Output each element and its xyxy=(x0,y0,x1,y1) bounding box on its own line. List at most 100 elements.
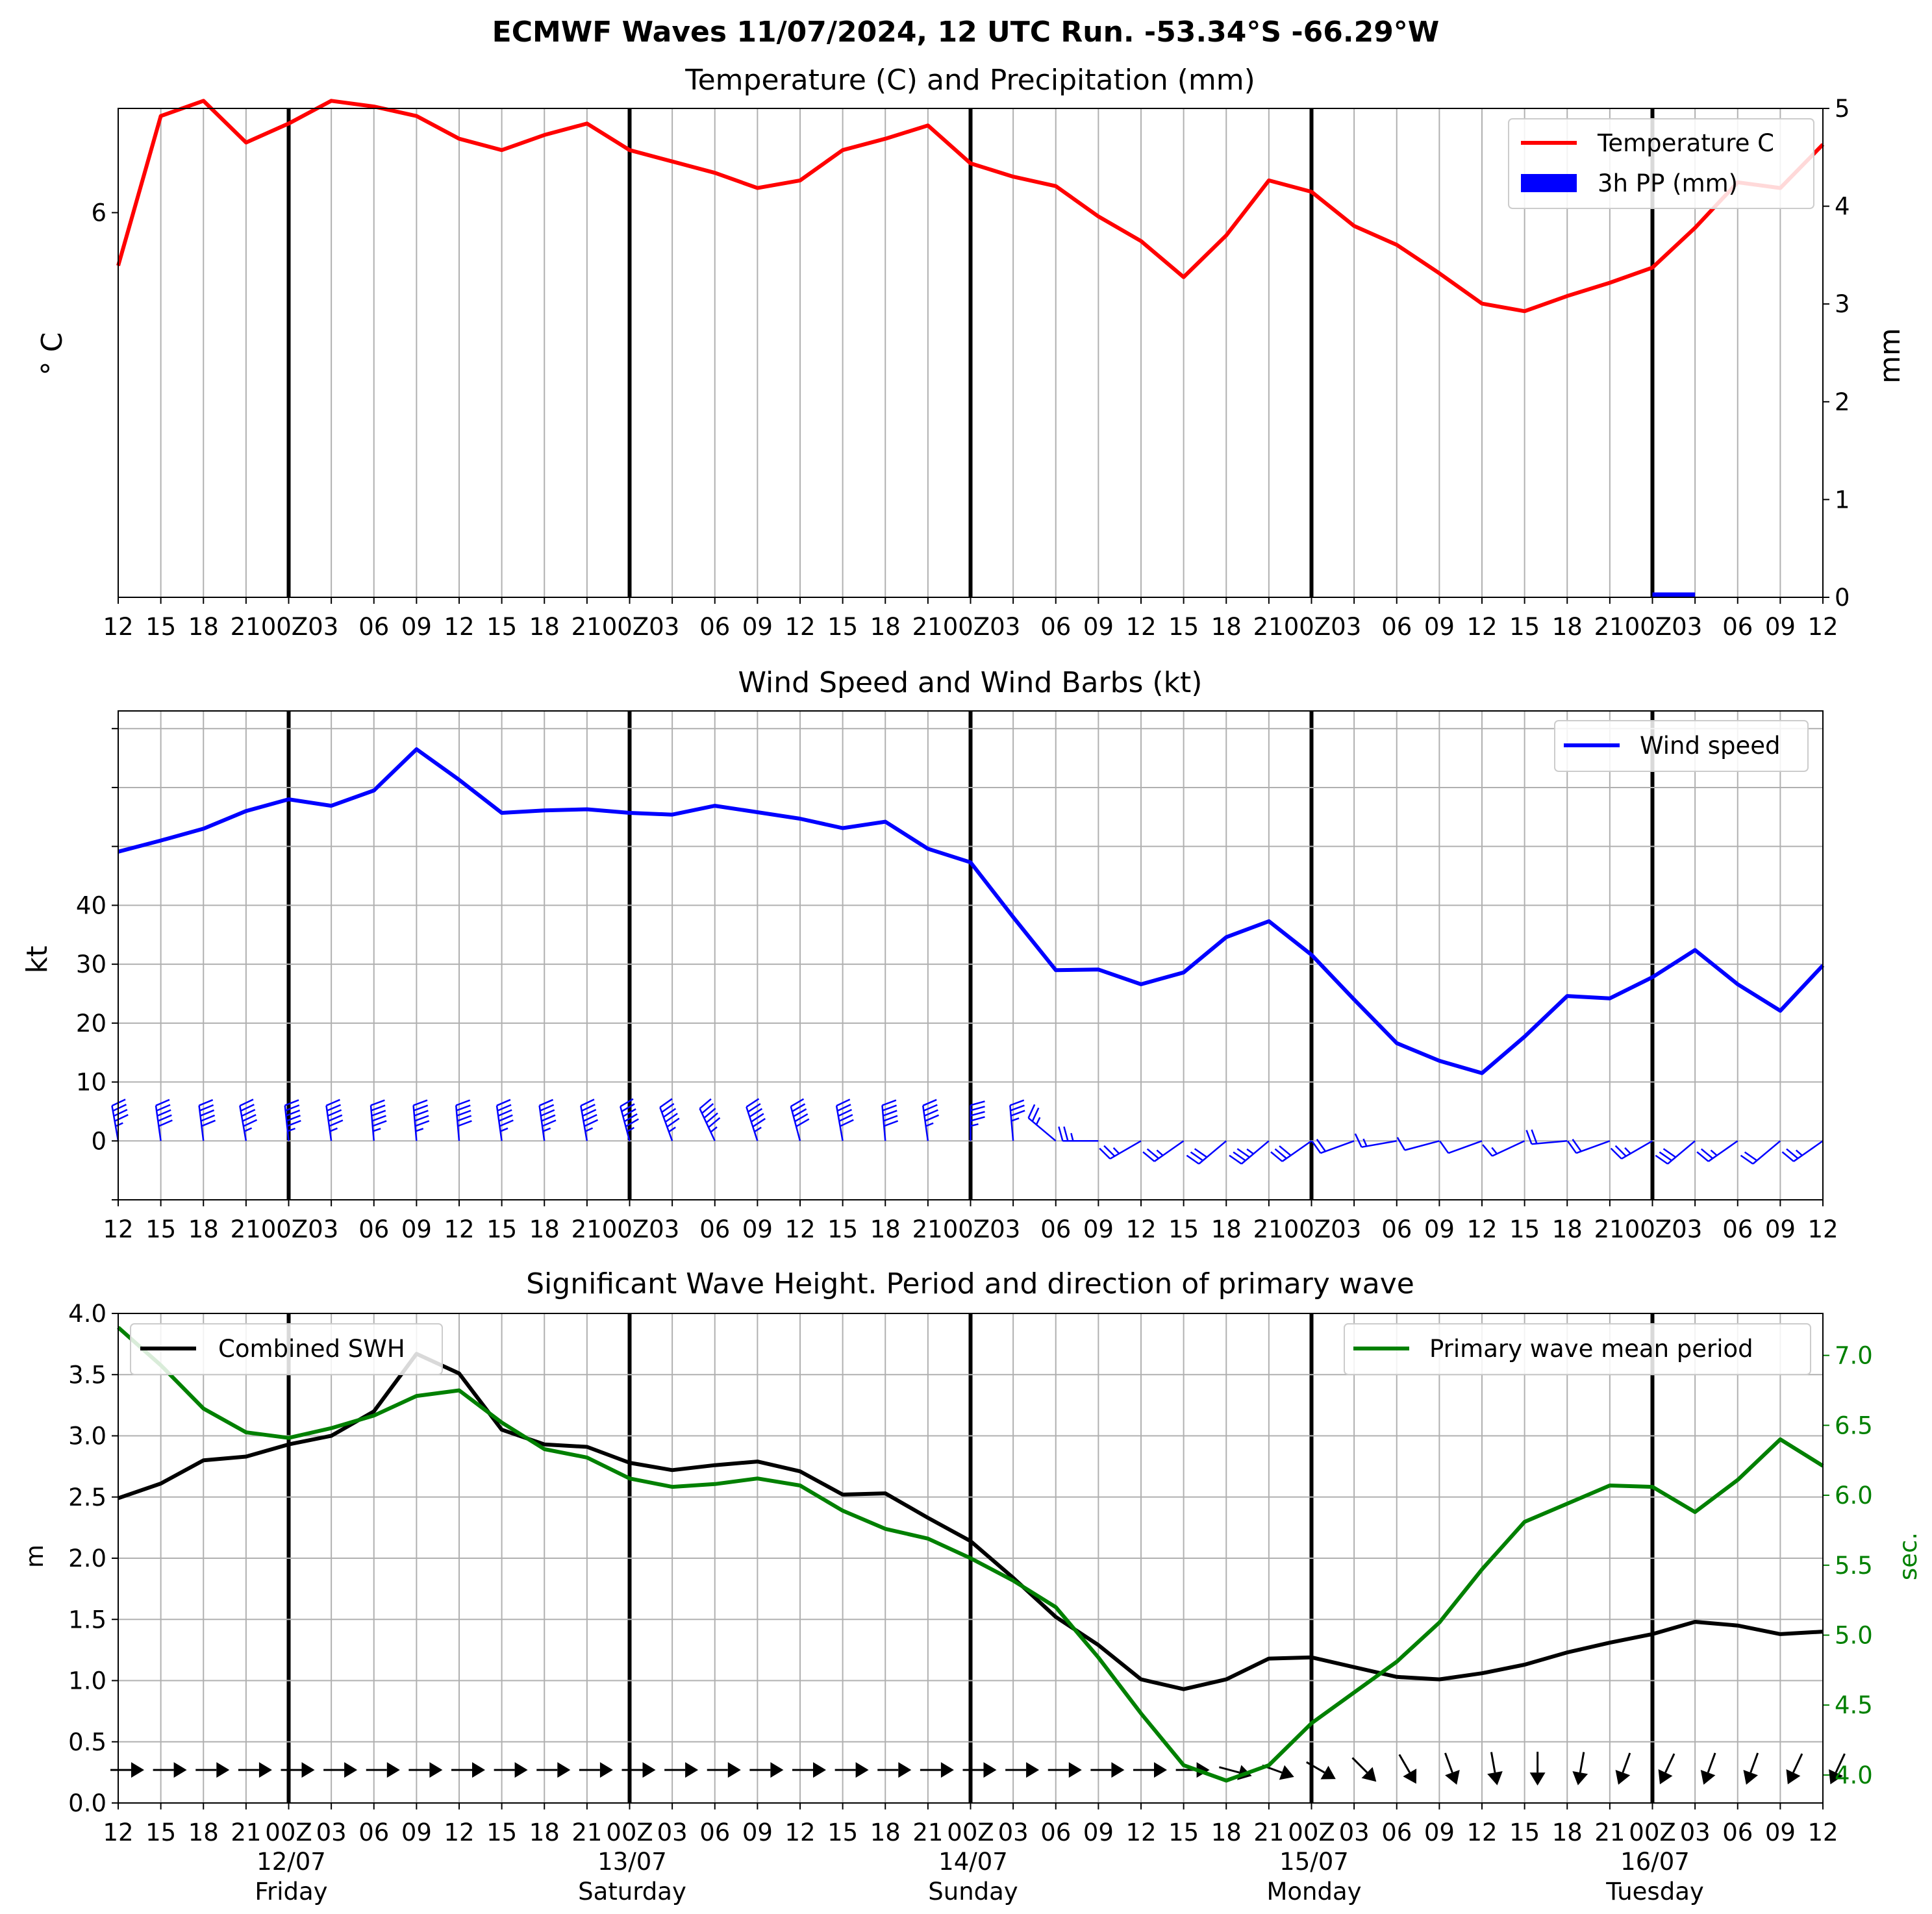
wind-barb-flag xyxy=(1354,1133,1362,1148)
wind-barb xyxy=(284,1099,301,1141)
x-tick-label: 06 xyxy=(1381,1215,1412,1243)
arrow-head xyxy=(557,1762,571,1778)
wind-barb-flag xyxy=(666,1117,680,1128)
y-tick-label: 4.0 xyxy=(68,1300,107,1328)
x-tick-label: 2100Z03 xyxy=(1253,1215,1362,1243)
wind-barb-flag xyxy=(1439,1140,1449,1154)
wind-barb-flag xyxy=(1190,1151,1203,1162)
y2-tick-label: 4.0 xyxy=(1835,1761,1873,1789)
wind-barb-shaft xyxy=(659,1107,673,1141)
wind-barb-flag xyxy=(414,1120,430,1127)
wind-barb-shaft xyxy=(455,1105,460,1141)
wind-barb xyxy=(1567,1139,1611,1154)
wind-barb-flag xyxy=(836,1104,851,1112)
day-weekday-label: Monday xyxy=(1266,1878,1361,1906)
x-tick-label: 2100Z03 xyxy=(912,1215,1021,1243)
x-tick-label: 21 xyxy=(1253,1819,1284,1846)
wave-direction-arrow xyxy=(1351,1757,1377,1782)
x-tick-label: 12 xyxy=(103,1819,133,1846)
wave-direction-arrow xyxy=(877,1762,912,1778)
wind-barb-flag xyxy=(1531,1129,1538,1144)
wind-barb xyxy=(1229,1140,1270,1165)
wave-direction-arrow xyxy=(494,1762,528,1778)
wind-barb-shaft xyxy=(790,1106,801,1141)
wind-barb-flag xyxy=(243,1119,258,1127)
wind-barb-flag xyxy=(701,1102,714,1114)
x-tick-label: 15 xyxy=(827,613,858,641)
wind-barb-flag xyxy=(200,1114,216,1122)
wind-barb-half xyxy=(1011,1117,1020,1122)
wind-barb-flag xyxy=(1233,1151,1246,1162)
day-weekday-label: Friday xyxy=(255,1878,327,1906)
wind-barb-flag xyxy=(1142,1151,1155,1162)
wind-barb xyxy=(239,1099,258,1141)
arrow-shaft xyxy=(1664,1753,1675,1773)
wind-barb-shaft xyxy=(746,1106,759,1141)
wind-barb-flag xyxy=(1482,1144,1493,1157)
wind-barb-flag xyxy=(580,1099,595,1107)
wind-barb-shaft xyxy=(1707,1140,1738,1162)
wind-barb-flag xyxy=(112,1104,127,1112)
x-tick-label: 00Z xyxy=(1288,1819,1335,1846)
wind-barb xyxy=(155,1099,173,1141)
wind-barb xyxy=(1781,1140,1824,1162)
arrow-head xyxy=(1403,1769,1417,1784)
wave-direction-arrow xyxy=(1133,1762,1167,1778)
wind-barb-flag xyxy=(1063,1126,1069,1141)
wind-barb-flag xyxy=(583,1113,597,1122)
temperature-ticks: 12 15 18 2100Z03 06 09 12 15 18 2100Z03 06 09 12 15 18… xyxy=(91,95,1850,641)
wind-barb-flag xyxy=(156,1104,171,1112)
y-tick-label: 0.5 xyxy=(68,1728,107,1756)
wave-direction-arrow xyxy=(451,1762,485,1778)
period-line xyxy=(117,1326,1824,1783)
wave-direction-arrow xyxy=(238,1762,272,1778)
wind-barb xyxy=(881,1099,899,1141)
wind-plot-frame xyxy=(118,710,1824,1200)
wind-barb-shaft xyxy=(1198,1140,1227,1165)
wind-barb-flag xyxy=(1525,1130,1533,1145)
period-legend-label: Primary wave mean period xyxy=(1429,1335,1753,1363)
wind-y-label: kt xyxy=(21,946,54,974)
x-tick-label: 09 xyxy=(742,613,773,641)
wind-barb-flag xyxy=(284,1099,299,1106)
arrow-head xyxy=(1111,1762,1125,1778)
day-weekday-label: Sunday xyxy=(928,1878,1018,1906)
wind-speed-line xyxy=(118,747,1825,1075)
wind-barb xyxy=(580,1099,599,1141)
wind-barb-flag xyxy=(1700,1148,1714,1160)
wind-barb-flag xyxy=(1662,1148,1676,1158)
x-tick-label: 12 xyxy=(1125,1215,1156,1243)
x-tick-label: 06 xyxy=(358,613,389,641)
wind-barb-flag xyxy=(699,1098,712,1110)
wave-direction-arrow xyxy=(962,1762,997,1778)
wind-barb-flag xyxy=(794,1113,809,1123)
arrow-head xyxy=(1487,1771,1503,1785)
wind-barb-flag xyxy=(157,1109,171,1117)
wind-barb-flag xyxy=(157,1114,172,1122)
wind-barb-shaft xyxy=(620,1106,631,1141)
y-tick-label: 1.0 xyxy=(68,1667,107,1695)
wind-barb-flag xyxy=(705,1112,718,1124)
wind-barb xyxy=(412,1099,430,1141)
x-tick-label: 12 xyxy=(784,613,815,641)
wind-barb-flag xyxy=(457,1110,471,1117)
x-tick-label: 21 xyxy=(571,1819,602,1846)
wind-legend: Wind speed xyxy=(1554,720,1809,772)
x-tick-label: 00Z xyxy=(947,1819,994,1846)
x-tick-label: 06 xyxy=(358,1215,389,1243)
period-y-label: sec. xyxy=(1894,1532,1922,1580)
wind-barb-half xyxy=(1112,1147,1120,1154)
y-tick-label: 30 xyxy=(76,951,107,978)
wind-barb-flag xyxy=(200,1109,215,1117)
x-tick-label: 2100Z03 xyxy=(1594,613,1703,641)
x-tick-label: 09 xyxy=(1424,1215,1455,1243)
wave-direction-arrow xyxy=(834,1762,869,1778)
wave-direction-arrow xyxy=(1529,1752,1546,1786)
arrow-head xyxy=(386,1762,400,1778)
wind-lines xyxy=(118,747,1825,1075)
wind-barb xyxy=(455,1099,472,1141)
arrow-head xyxy=(770,1762,784,1778)
wind-barb-flag xyxy=(285,1104,300,1112)
arrow-shaft xyxy=(1444,1752,1453,1773)
wind-barb-shaft xyxy=(1667,1140,1696,1165)
